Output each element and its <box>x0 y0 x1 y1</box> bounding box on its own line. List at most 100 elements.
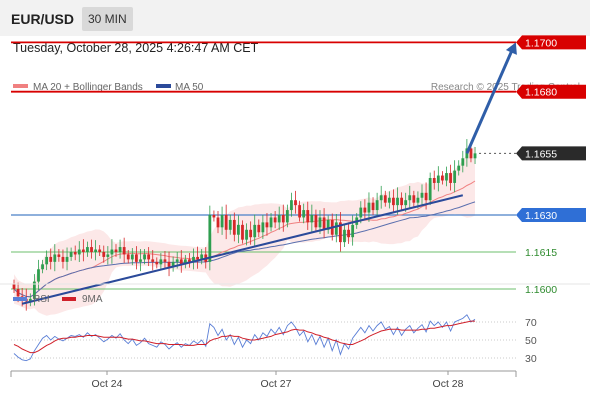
candle-body <box>281 215 285 223</box>
rsi-axis-label: 30 <box>525 353 537 365</box>
candle <box>196 246 199 269</box>
candle <box>400 192 403 211</box>
candle <box>347 222 350 244</box>
candle <box>114 244 118 257</box>
candle <box>392 189 395 213</box>
candle-body <box>343 229 346 243</box>
candle <box>102 245 106 263</box>
candle <box>118 239 122 259</box>
candle <box>322 208 326 239</box>
candle-body <box>396 197 399 206</box>
candle-body <box>130 254 134 260</box>
level-label-pivot: 1.1630 <box>516 208 586 222</box>
ma20-legend-swatch <box>13 84 28 88</box>
ma9-legend-swatch <box>62 297 76 301</box>
candle-body <box>155 261 159 265</box>
candle-body <box>265 222 269 228</box>
candle-body <box>220 215 224 228</box>
candle <box>69 247 73 261</box>
candle <box>155 257 159 269</box>
candle <box>224 204 228 240</box>
level-tag-last-price <box>516 146 586 161</box>
candle-body <box>461 158 465 166</box>
candle <box>343 224 346 248</box>
candle-body <box>86 247 89 252</box>
candle <box>53 244 57 272</box>
candle <box>57 249 61 262</box>
candle <box>383 190 387 207</box>
candle-body <box>81 249 85 252</box>
candle <box>94 240 97 261</box>
symbol-label: EUR/USD <box>11 11 75 27</box>
ma9-legend-label: 9MA <box>82 294 103 305</box>
candle <box>241 220 244 244</box>
level-value-resistance-2: 1.1700 <box>525 37 557 49</box>
price-legend: MA 20 + Bollinger Bands MA 50 Research ©… <box>13 82 580 93</box>
candle <box>441 171 444 185</box>
candle <box>188 252 191 268</box>
candle-body <box>416 197 420 203</box>
candle <box>49 248 53 270</box>
candle-body <box>159 259 163 265</box>
candle-body <box>445 173 448 181</box>
candle <box>302 203 306 224</box>
timeframe-badge[interactable]: 30 MIN <box>82 7 133 31</box>
forecast-arrow-head <box>505 42 517 55</box>
candle-body <box>98 249 102 252</box>
candle-body <box>245 229 248 240</box>
candle-body <box>196 256 199 260</box>
level-value-last-price: 1.1655 <box>525 148 557 160</box>
candle-body <box>387 197 391 203</box>
candle <box>379 185 383 209</box>
candle <box>122 237 126 263</box>
candle <box>298 200 301 222</box>
candle-body <box>12 284 16 289</box>
candle-body <box>420 192 424 198</box>
candle-body <box>53 254 57 262</box>
candle-body <box>277 215 281 223</box>
candle-body <box>241 224 244 240</box>
candle <box>249 221 253 245</box>
candle-body <box>269 217 273 228</box>
rsi-legend-swatch <box>13 297 27 301</box>
candle-body <box>383 195 387 203</box>
candle-body <box>61 256 65 262</box>
candle-body <box>253 224 257 238</box>
candle <box>163 251 167 270</box>
candle <box>461 150 465 173</box>
candle <box>28 293 32 307</box>
candle-body <box>436 175 440 183</box>
candle <box>253 214 257 247</box>
candle <box>45 250 49 271</box>
candle <box>334 214 338 243</box>
candle-body <box>441 175 444 181</box>
candle-body <box>188 259 191 262</box>
candle <box>363 199 367 221</box>
candle <box>285 204 289 228</box>
candle-body <box>73 251 77 255</box>
candle-body <box>16 288 20 297</box>
level-value-support-1: 1.1615 <box>525 247 557 259</box>
candle-body <box>57 254 61 257</box>
candle-body <box>126 254 130 260</box>
candle <box>61 249 65 269</box>
level-label-last-price: 1.1655 <box>516 146 586 161</box>
candle <box>130 248 134 266</box>
candle-body <box>183 259 187 265</box>
candle <box>290 192 293 217</box>
candle <box>192 248 195 270</box>
candle <box>135 246 138 270</box>
candle-body <box>302 210 306 218</box>
candle <box>339 212 342 252</box>
candle <box>216 211 220 234</box>
candle <box>167 251 171 277</box>
candle-body <box>37 269 40 282</box>
candle <box>200 249 204 265</box>
candle <box>183 254 187 269</box>
candle-body <box>208 215 212 262</box>
candle-body <box>163 259 167 262</box>
ma20-legend-label: MA 20 + Bollinger Bands <box>33 82 143 93</box>
candle-body <box>106 254 110 257</box>
candle <box>449 164 452 191</box>
